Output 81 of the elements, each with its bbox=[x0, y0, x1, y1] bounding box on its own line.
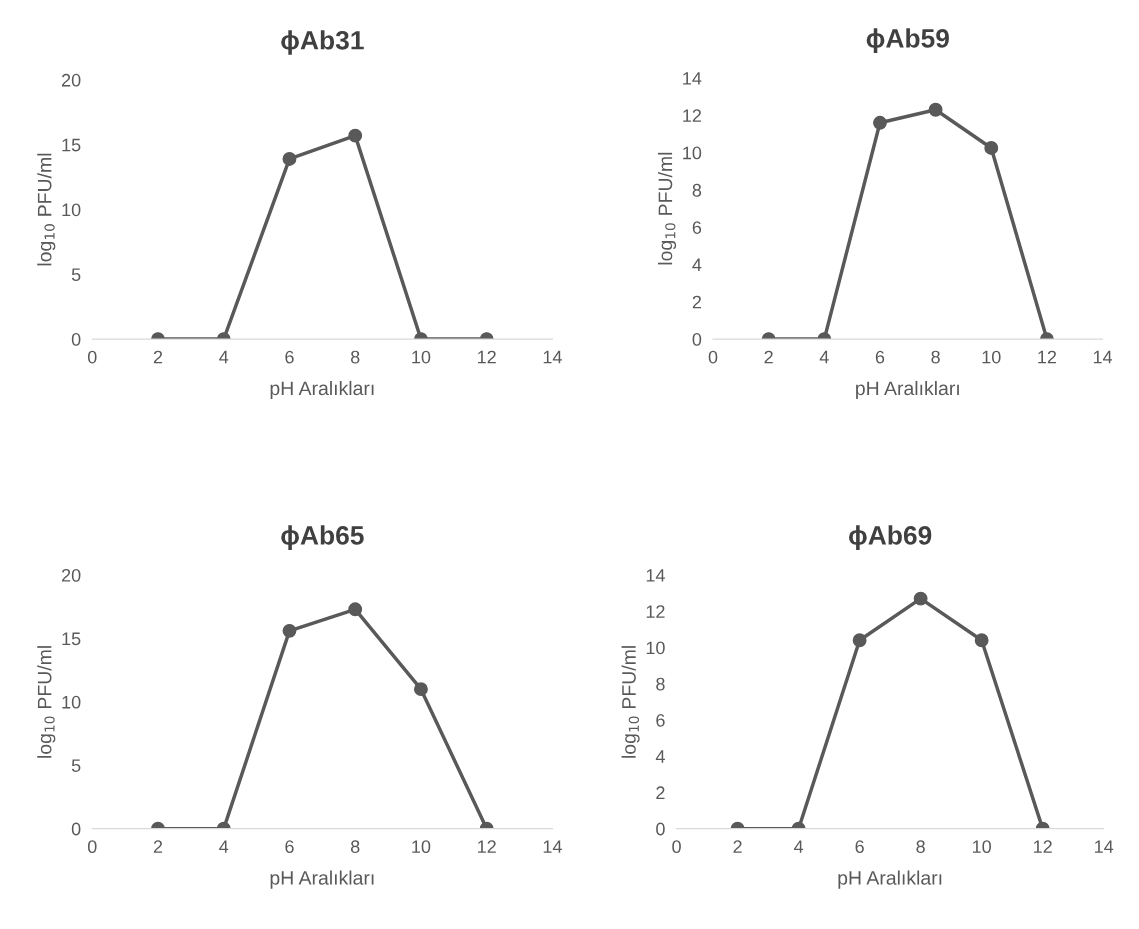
y-tick-label: 10 bbox=[646, 641, 665, 655]
y-tick-label: 8 bbox=[692, 183, 702, 197]
x-axis-title: pH Aralıkları bbox=[838, 870, 942, 889]
point bbox=[913, 591, 928, 606]
x-tick-label: 4 bbox=[819, 350, 829, 364]
point bbox=[928, 102, 943, 117]
x-tick-label: 12 bbox=[1038, 350, 1057, 364]
chart-title: ϕAb69 bbox=[849, 525, 932, 550]
x-tick-label: 8 bbox=[350, 840, 360, 854]
x-tick-label: 10 bbox=[412, 840, 431, 854]
y-tick-label: 15 bbox=[62, 138, 81, 152]
y-tick-label: 12 bbox=[646, 605, 665, 618]
point bbox=[282, 152, 297, 166]
x-tick-label: 6 bbox=[285, 350, 294, 364]
y-tick-label: 2 bbox=[692, 295, 701, 309]
point bbox=[413, 682, 428, 697]
y-tick-label: 20 bbox=[61, 73, 81, 87]
x-tick-label: 4 bbox=[794, 840, 804, 853]
point bbox=[974, 633, 989, 648]
y-tick-label: 12 bbox=[683, 109, 701, 122]
y-tick-label: 10 bbox=[62, 203, 81, 217]
x-tick-label: 12 bbox=[478, 350, 496, 364]
point bbox=[852, 633, 867, 648]
x-tick-label: 0 bbox=[672, 840, 681, 854]
x-tick-label: 0 bbox=[708, 350, 718, 364]
y-tick-label: 20 bbox=[61, 568, 81, 582]
point bbox=[348, 128, 363, 143]
y-axis-title: log$_{10}$ PFU/ml bbox=[621, 646, 640, 758]
x-tick-label: 0 bbox=[87, 840, 97, 854]
x-tick-label: 0 bbox=[87, 350, 97, 364]
point bbox=[873, 115, 887, 130]
x-tick-label: 14 bbox=[1095, 840, 1114, 853]
point bbox=[348, 602, 363, 617]
x-tick-label: 8 bbox=[916, 840, 925, 854]
y-tick-label: 14 bbox=[646, 569, 665, 582]
x-tick-label: 6 bbox=[855, 840, 864, 854]
x-tick-label: 6 bbox=[285, 840, 294, 854]
point bbox=[984, 141, 999, 155]
y-tick-label: 4 bbox=[655, 750, 665, 763]
x-tick-label: 2 bbox=[153, 350, 163, 364]
y-tick-label: 10 bbox=[62, 695, 81, 709]
x-tick-label: 14 bbox=[543, 350, 562, 364]
chart-title: ϕAb65 bbox=[281, 525, 364, 550]
chart-title: ϕAb31 bbox=[281, 30, 364, 55]
y-axis-title: log$_{10}$ PFU/ml bbox=[657, 152, 677, 265]
point bbox=[282, 623, 297, 638]
y-tick-label: 6 bbox=[692, 221, 702, 234]
x-axis-title: pH Aralıkları bbox=[270, 380, 374, 400]
x-tick-label: 2 bbox=[764, 350, 773, 364]
chart-title: ϕAb59 bbox=[866, 28, 949, 53]
x-tick-label: 4 bbox=[219, 350, 229, 364]
y-tick-label: 0 bbox=[71, 333, 81, 346]
y-tick-label: 4 bbox=[692, 258, 702, 272]
y-tick-label: 0 bbox=[656, 822, 665, 836]
y-tick-label: 0 bbox=[692, 333, 702, 346]
x-axis-title: pH Aralıkları bbox=[856, 380, 959, 400]
x-tick-label: 2 bbox=[153, 840, 163, 853]
x-tick-label: 8 bbox=[931, 350, 940, 364]
x-tick-label: 14 bbox=[543, 840, 562, 853]
y-tick-label: 8 bbox=[656, 677, 665, 691]
y-axis-title: log$_{10}$ PFU/ml bbox=[37, 646, 56, 758]
x-tick-label: 8 bbox=[350, 350, 360, 364]
x-tick-label: 10 bbox=[412, 350, 431, 364]
y-tick-label: 14 bbox=[683, 72, 702, 85]
y-tick-label: 15 bbox=[62, 632, 81, 646]
x-tick-label: 6 bbox=[875, 350, 885, 364]
x-tick-label: 12 bbox=[478, 840, 496, 853]
y-tick-label: 0 bbox=[71, 822, 81, 836]
y-tick-label: 2 bbox=[656, 786, 665, 799]
x-tick-label: 2 bbox=[733, 840, 742, 853]
x-tick-label: 12 bbox=[1034, 840, 1052, 853]
y-tick-label: 10 bbox=[683, 146, 702, 160]
y-axis-title: log$_{10}$ PFU/ml bbox=[37, 153, 56, 266]
y-tick-label: 6 bbox=[656, 713, 665, 727]
x-axis-title: pH Aralıkları bbox=[270, 870, 374, 889]
x-tick-label: 10 bbox=[982, 350, 1001, 364]
x-tick-label: 4 bbox=[219, 840, 229, 853]
y-tick-label: 5 bbox=[71, 268, 81, 282]
x-tick-label: 14 bbox=[1093, 350, 1113, 364]
y-tick-label: 5 bbox=[71, 759, 81, 772]
x-tick-label: 10 bbox=[972, 840, 991, 854]
